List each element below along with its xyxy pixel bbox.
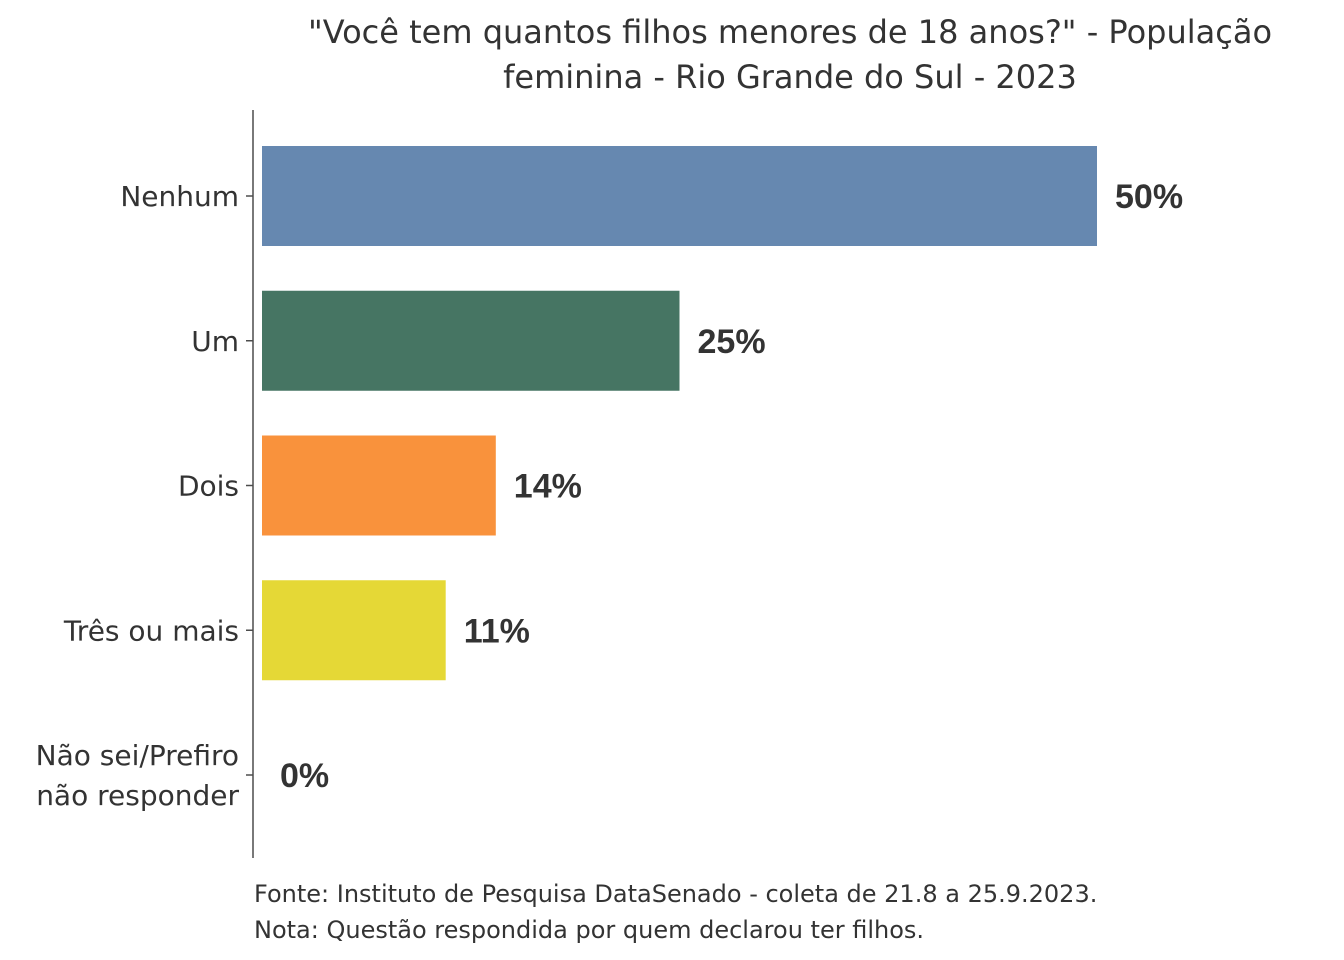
bar-3 [262, 580, 446, 681]
category-label-2: Dois [178, 470, 239, 503]
value-label-1: 25% [698, 323, 766, 361]
value-label-2: 14% [514, 468, 582, 506]
value-label-4: 0% [280, 757, 329, 795]
chart-caption-source: Fonte: Instituto de Pesquisa DataSenado … [254, 880, 1097, 908]
chart-caption-note: Nota: Questão respondida por quem declar… [254, 916, 924, 944]
category-label-1: Um [191, 325, 239, 358]
value-label-3: 11% [464, 612, 530, 650]
bar-1 [262, 290, 680, 391]
chart-title-line-2: feminina - Rio Grande do Sul - 2023 [503, 58, 1077, 96]
value-label-0: 50% [1115, 178, 1183, 216]
chart-title-line-1: "Você tem quantos filhos menores de 18 a… [308, 13, 1272, 51]
chart-marks: Nenhum 50% Um 25% Dois 14% Três ou mais 11% Não … [36, 146, 1183, 812]
category-label-0: Nenhum [120, 180, 239, 213]
category-label-3: Três ou mais [63, 614, 239, 647]
category-label-4: Não sei/Prefiro não responder [36, 739, 240, 812]
bar-0 [262, 146, 1097, 246]
bar-2 [262, 435, 496, 536]
